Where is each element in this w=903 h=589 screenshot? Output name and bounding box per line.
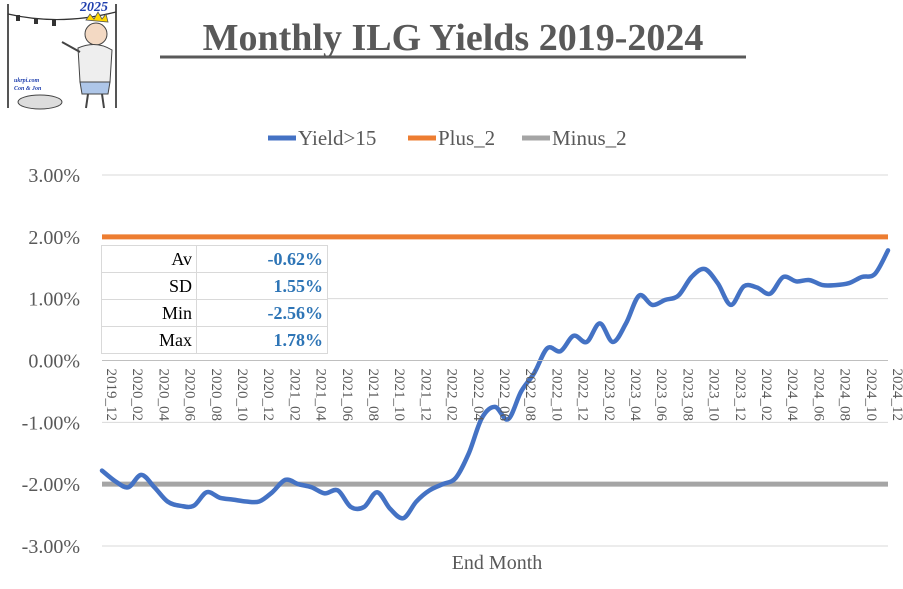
x-axis: 2019_12 2020_02 2020_04 2020_06 2020_08 2020_… — [102, 360, 903, 422]
logo-authors: Con & Jon — [14, 86, 42, 92]
y-tick-label: -1.00% — [22, 412, 80, 434]
reference-lines — [102, 234, 888, 487]
legend-label-minus2: Minus_2 — [552, 126, 627, 150]
logo-year: 2025 — [79, 0, 108, 15]
x-tick-label: 2021_02 — [286, 369, 302, 422]
x-tick-label: 2022_02 — [444, 369, 460, 422]
x-tick-label: 2020_10 — [234, 369, 250, 422]
y-tick-label: 3.00% — [28, 165, 80, 187]
x-tick-label: 2024_02 — [758, 369, 774, 422]
x-tick-label: 2021_06 — [339, 369, 355, 422]
x-tick-label: 2021_12 — [417, 369, 433, 422]
x-tick-label: 2023_06 — [653, 369, 669, 422]
x-tick-label: 2024_12 — [889, 369, 903, 422]
stats-table: Av -0.62% SD 1.55% Min -2.56% Max 1.78% — [101, 245, 328, 354]
x-tick-label: 2023_10 — [706, 369, 722, 422]
stat-label: Min — [101, 299, 197, 327]
x-tick-label: 2024_10 — [863, 369, 879, 422]
legend-label-plus2: Plus_2 — [438, 126, 495, 150]
stat-value: 1.78% — [196, 326, 328, 354]
x-tick-label: 2019_12 — [103, 369, 119, 422]
x-tick-label: 2024_08 — [837, 369, 853, 422]
x-tick-label: 2023_12 — [732, 369, 748, 422]
stat-label: Max — [101, 326, 197, 354]
stats-row: SD 1.55% — [101, 272, 328, 300]
x-tick-label: 2023_04 — [627, 369, 643, 422]
y-tick-label: -3.00% — [22, 536, 80, 558]
x-tick-label: 2022_08 — [522, 369, 538, 422]
y-tick-label: 2.00% — [28, 227, 80, 249]
x-tick-label: 2021_10 — [391, 369, 407, 422]
logo-site: ukrpi.com — [14, 78, 40, 84]
stats-row: Min -2.56% — [101, 299, 328, 327]
stats-row: Max 1.78% — [101, 326, 328, 354]
x-tick-label: 2020_12 — [260, 369, 276, 422]
x-tick-label: 2023_08 — [679, 369, 695, 422]
y-tick-label: -2.00% — [22, 474, 80, 496]
y-tick-label: 0.00% — [28, 351, 80, 373]
x-tick-label: 2020_08 — [208, 369, 224, 422]
x-tick-label: 2022_06 — [496, 369, 512, 422]
x-axis-title: End Month — [452, 552, 543, 574]
stat-label: SD — [101, 272, 197, 300]
legend-label-yield: Yield>15 — [298, 126, 376, 150]
stat-label: Av — [101, 245, 197, 273]
series-line-yield — [99, 248, 891, 521]
x-tick-label: 2020_02 — [129, 369, 145, 422]
y-tick-label: 1.00% — [28, 289, 80, 311]
x-tick-label: 2024_06 — [810, 369, 826, 422]
x-tick-label: 2021_04 — [313, 369, 329, 422]
x-tick-label: 2024_04 — [784, 369, 800, 422]
series-lines — [99, 248, 891, 521]
stat-value: 1.55% — [196, 272, 328, 300]
stat-value: -0.62% — [196, 245, 328, 273]
x-tick-label: 2023_02 — [601, 369, 617, 422]
x-tick-label: 2021_08 — [365, 369, 381, 422]
x-tick-label: 2022_10 — [548, 369, 564, 422]
stat-value: -2.56% — [196, 299, 328, 327]
x-tick-label: 2022_04 — [470, 369, 486, 422]
legend: Yield>15 Plus_2 Minus_2 — [268, 126, 627, 150]
x-tick-label: 2020_04 — [155, 369, 171, 422]
x-tick-label: 2022_12 — [575, 369, 591, 422]
y-axis: -3.00% -2.00% -1.00% 0.00% 1.00% 2.00% 3.00% — [22, 165, 80, 558]
logo: 2025 ukrpi.com Con & Jon — [2, 0, 120, 116]
chart-title: Monthly ILG Yields 2019-2024 — [203, 17, 704, 59]
x-tick-label: 2020_06 — [182, 369, 198, 422]
stats-row: Av -0.62% — [101, 245, 328, 273]
